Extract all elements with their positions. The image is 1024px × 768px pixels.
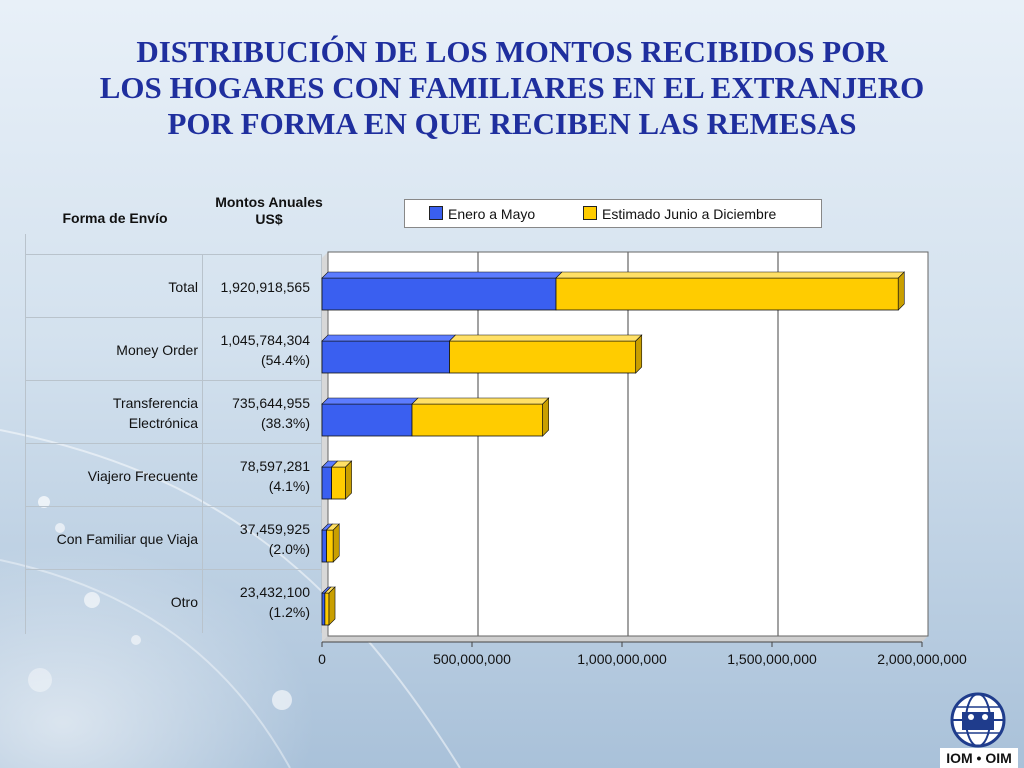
bar-segment (324, 592, 330, 626)
title-line-3: POR FORMA EN QUE RECIBEN LAS REMESAS (167, 106, 857, 141)
table-cell-forma: Total (26, 277, 198, 297)
table-row: Viajero Frecuente 78,597,281 (4.1%) (26, 443, 322, 507)
table-cell-monto-amount: 1,920,918,565 (220, 278, 310, 295)
table-cell-forma-line: Viajero Frecuente (87, 467, 198, 484)
bar-segment-top (555, 271, 905, 279)
bar-segment-top (448, 334, 643, 342)
table-row: Money Order 1,045,784,304 (54.4%) (26, 317, 322, 381)
iom-logo: IOM • OIM (940, 692, 1018, 768)
legend-label-series2: Estimado Junio a Diciembre (602, 206, 777, 222)
bar-end-side (635, 334, 643, 374)
table-cell-monto-amount: 1,045,784,304 (220, 331, 310, 348)
table-cell-monto-percent: (2.0%) (268, 540, 310, 557)
table-cell-monto: 37,459,925 (2.0%) (206, 519, 310, 559)
table-cell-monto: 23,432,100 (1.2%) (206, 582, 310, 622)
legend-item-series2: Estimado Junio a Diciembre (583, 206, 776, 222)
table-cell-monto-amount: 735,644,955 (232, 394, 310, 411)
table-cell-forma: Transferencia Electrónica (26, 393, 198, 433)
plot-floor (322, 636, 928, 642)
x-tick-label: 1,500,000,000 (727, 651, 817, 667)
table-cell-forma: Con Familiar que Viaja (26, 529, 198, 549)
table-cell-forma: Otro (26, 592, 198, 612)
bar-segment (411, 403, 544, 437)
bar-end-side (345, 460, 352, 500)
table-cell-monto-percent: (4.1%) (268, 477, 310, 494)
table-cell-monto: 735,644,955 (38.3%) (206, 393, 310, 433)
bar-segment (321, 592, 326, 626)
table-cell-monto-percent: (54.4%) (260, 351, 310, 368)
bar-segment-top (321, 271, 563, 279)
legend-swatch-series2 (583, 206, 597, 220)
x-tick-label: 2,000,000,000 (877, 651, 967, 667)
bar-end-side (328, 586, 336, 626)
bar-segment-top (411, 397, 550, 405)
table-cell-forma-line: Total (168, 278, 198, 295)
table-cell-monto-percent: (38.3%) (260, 414, 310, 431)
bar-segment (326, 529, 334, 563)
logo-text: IOM • OIM (946, 750, 1012, 766)
table-cell-monto-amount: 78,597,281 (239, 457, 310, 474)
table-row: Total 1,920,918,565 (26, 254, 322, 318)
table-cell-monto-amount: 23,432,100 (239, 583, 310, 600)
chart-legend: Enero a Mayo Estimado Junio a Diciembre (404, 199, 822, 228)
table-cell-forma: Viajero Frecuente (26, 466, 198, 486)
table-cell-forma-line: Transferencia (112, 394, 198, 411)
table-cell-forma-line: Money Order (116, 341, 198, 358)
bar-end-side (332, 523, 340, 563)
table-header-montos-line2: US$ (255, 211, 283, 227)
bar-end-side (542, 397, 549, 437)
table-cell-forma-line: Otro (170, 593, 198, 610)
bar-segment (321, 277, 557, 311)
table-header-montos: Montos Anuales US$ (203, 194, 335, 228)
table-cell-monto: 1,045,784,304 (54.4%) (206, 330, 310, 370)
data-table: Total 1,920,918,565 Money Order 1,045,784,3… (25, 234, 322, 634)
title-line-2: LOS HOGARES CON FAMILIARES EN EL EXTRANJ… (99, 70, 925, 105)
bar-segment-top (321, 397, 419, 405)
table-cell-monto: 78,597,281 (4.1%) (206, 456, 310, 496)
page-title: DISTRIBUCIÓN DE LOS MONTOS RECIBIDOS POR… (20, 34, 1004, 142)
bar-segment (555, 277, 899, 311)
legend-swatch-series1 (429, 206, 443, 220)
x-tick-label: 0 (318, 651, 326, 667)
table-cell-forma: Money Order (26, 340, 198, 360)
bar-segment (321, 340, 450, 374)
table-header-montos-line1: Montos Anuales (215, 194, 323, 210)
plot-border (327, 251, 929, 637)
x-tick-label: 500,000,000 (433, 651, 511, 667)
table-cell-monto: 1,920,918,565 (206, 277, 310, 297)
table-cell-forma-line: Con Familiar que Viaja (56, 530, 198, 547)
legend-item-series1: Enero a Mayo (429, 206, 535, 222)
bar-segment (321, 529, 327, 563)
table-row: Otro 23,432,100 (1.2%) (26, 569, 322, 633)
table-cell-monto-amount: 37,459,925 (239, 520, 310, 537)
table-row: Transferencia Electrónica 735,644,955 (38.3… (26, 380, 322, 444)
bar-segment (321, 466, 333, 500)
legend-label-series1: Enero a Mayo (448, 206, 536, 222)
table-header-forma: Forma de Envío (62, 210, 168, 226)
bar-end-side (897, 271, 905, 311)
bar-segment-top (321, 334, 457, 342)
bar-segment (321, 403, 413, 437)
title-line-1: DISTRIBUCIÓN DE LOS MONTOS RECIBIDOS POR (136, 34, 888, 69)
table-cell-monto-percent: (1.2%) (268, 603, 310, 620)
bar-segment (449, 340, 637, 374)
x-tick-label: 1,000,000,000 (577, 651, 667, 667)
table-row: Con Familiar que Viaja 37,459,925 (2.0%) (26, 506, 322, 570)
plot-side-wall (322, 252, 328, 642)
table-cell-forma-line: Electrónica (128, 414, 198, 431)
bar-segment (331, 466, 346, 500)
